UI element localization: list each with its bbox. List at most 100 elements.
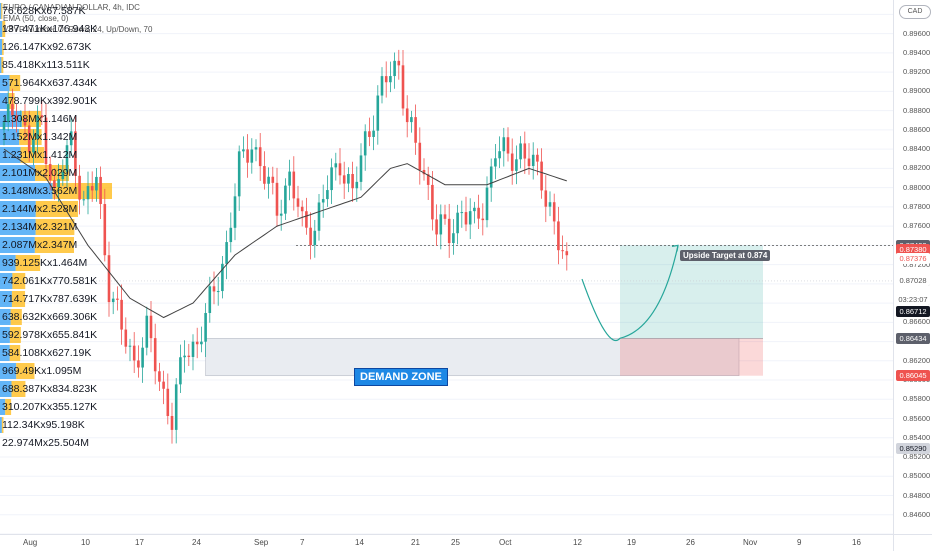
volume-profile-row-label: 478.799Kx392.901K xyxy=(2,95,98,107)
scale-settings-corner[interactable] xyxy=(893,534,932,551)
volume-profile-up-bar xyxy=(0,75,10,91)
candle-body xyxy=(447,218,451,244)
ema-legend: EMA (50, close, 0) xyxy=(3,14,69,23)
price-tick: 0.88200 xyxy=(903,163,931,173)
candle-body xyxy=(473,207,476,212)
candle-body xyxy=(237,151,241,197)
price-scale[interactable]: CAD 0.89600 0.89400 0.89200 0.89000 0.88800 0… xyxy=(893,0,932,534)
volume-profile-row-label: 1.308Mx1.146M xyxy=(2,113,78,125)
candle-body xyxy=(246,149,249,163)
candle-body xyxy=(116,298,119,300)
volume-profile-row-label: 2.087Mx2.347M xyxy=(2,239,78,251)
candle-body xyxy=(536,154,539,162)
price-badge: 0.87028 xyxy=(896,275,930,287)
volume-profile-down-bar xyxy=(20,147,45,163)
volume-profile-down-bar xyxy=(11,291,26,307)
candle-body xyxy=(48,164,52,181)
price-badge: 0.87380 xyxy=(896,243,930,255)
volume-profile-row-label: 638.632Kx669.306K xyxy=(2,311,98,323)
currency-button[interactable]: CAD xyxy=(899,5,931,19)
price-tick: 0.87800 xyxy=(903,201,931,211)
volume-profile-row-label: 137.471Kx176.943K xyxy=(2,23,98,35)
volume-profile-up-bar xyxy=(0,327,10,343)
candle-body xyxy=(384,76,388,83)
price-badge: 03:23:07 xyxy=(896,293,930,305)
price-tick: 0.84600 xyxy=(903,509,931,519)
candle-body xyxy=(162,381,165,389)
volume-profile-down-bar xyxy=(12,273,26,289)
candle-body xyxy=(481,218,485,221)
volume-profile-down-bar xyxy=(1,417,4,433)
candle-body xyxy=(166,388,170,417)
volume-profile-up-bar xyxy=(0,201,36,217)
candle-body xyxy=(61,171,65,180)
candle-body xyxy=(380,76,384,96)
candle-body xyxy=(57,179,60,188)
volume-profile-down-bar xyxy=(34,237,75,253)
candle-body xyxy=(368,131,371,137)
candle-body xyxy=(32,138,35,153)
candle-body xyxy=(355,181,359,189)
volume-profile-row-label: 742.061Kx770.581K xyxy=(2,275,98,287)
candle-body xyxy=(233,196,237,228)
candle-body xyxy=(174,384,178,430)
price-tick: 0.85400 xyxy=(903,432,931,442)
candle-body xyxy=(216,291,220,293)
ema-line xyxy=(3,148,567,319)
candle-body xyxy=(540,161,543,191)
candle-body xyxy=(296,198,300,207)
time-tick: 25 xyxy=(451,538,460,547)
candle-body xyxy=(158,371,161,382)
price-tick: 0.89600 xyxy=(903,28,931,38)
candle-body xyxy=(443,214,447,219)
candle-body xyxy=(544,190,548,207)
candle-body xyxy=(363,131,367,156)
price-tick: 0.87200 xyxy=(903,259,931,269)
candle-body xyxy=(258,147,262,167)
candle-body xyxy=(250,149,254,163)
volume-profile-up-bar xyxy=(0,219,36,235)
volume-profile-row-label: 112.34Kx95.198K xyxy=(2,419,85,431)
candle-body xyxy=(74,131,77,176)
volume-profile-row-label: 22.974Mx25.504M xyxy=(2,437,89,449)
candle-body xyxy=(359,155,363,182)
vpvr-legend: VPVR Number Of Rows, 24, Up/Down, 70 xyxy=(3,25,153,34)
volume-profile-row-label: 939.125Kx1.464M xyxy=(2,257,88,269)
candle-body xyxy=(141,347,144,368)
candle-body xyxy=(548,202,552,207)
chart-pane[interactable]: EURO / CANADIAN DOLLAR, 4h, IDC EMA (50,… xyxy=(0,0,893,534)
symbol-title: EURO / CANADIAN DOLLAR, 4h, IDC xyxy=(3,3,140,12)
candle-body xyxy=(561,250,564,252)
volume-profile-up-bar xyxy=(0,39,3,55)
candle-body xyxy=(393,60,396,77)
candle-body xyxy=(208,286,212,313)
volume-profile-down-bar xyxy=(1,3,3,19)
volume-profile-row-label: 584.108Kx627.19K xyxy=(2,347,92,359)
volume-profile-down-bar xyxy=(16,363,35,379)
candle-body xyxy=(86,186,90,200)
candle-body xyxy=(200,341,203,345)
price-tick: 0.86200 xyxy=(903,355,931,365)
time-scale[interactable]: Aug 10 17 24 Sep 7 14 21 25 Oct 12 19 26 Nov 9 16 xyxy=(0,534,893,551)
price-badge: 0.86434 xyxy=(896,333,930,345)
candle-body xyxy=(95,176,98,191)
candle-body xyxy=(313,230,317,246)
candle-body xyxy=(494,158,497,167)
candle-body xyxy=(422,169,426,175)
candle-body xyxy=(40,115,44,118)
time-tick: 19 xyxy=(627,538,636,547)
price-chart[interactable] xyxy=(0,0,893,534)
volume-profile-down-bar xyxy=(1,57,4,73)
volume-profile-up-bar xyxy=(0,381,12,397)
candle-body xyxy=(347,173,350,184)
time-tick: 10 xyxy=(81,538,90,547)
volume-profile-down-bar xyxy=(10,309,22,325)
volume-profile-row-label: 3.148Mx3.562M xyxy=(2,185,78,197)
price-tick: 0.87600 xyxy=(903,221,931,231)
candle-body xyxy=(431,184,434,220)
candle-body xyxy=(565,251,569,256)
candle-body xyxy=(145,315,149,348)
candle-body xyxy=(426,174,430,185)
candle-body xyxy=(183,355,186,358)
candle-body xyxy=(401,65,405,109)
